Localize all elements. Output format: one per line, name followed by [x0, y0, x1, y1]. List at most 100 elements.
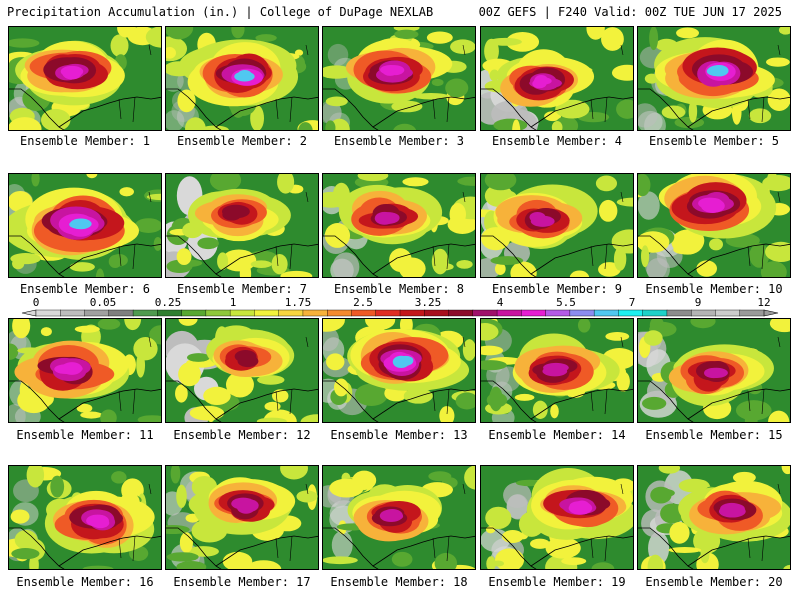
colorbar-tick-label: 1.75	[284, 296, 312, 309]
colorbar-right-arrow	[763, 309, 779, 317]
colorbar-swatch	[424, 309, 450, 317]
precipitation-field	[323, 27, 475, 130]
ensemble-member-map	[637, 318, 791, 423]
ensemble-member-map	[480, 465, 634, 570]
ensemble-member-map	[8, 26, 162, 131]
colorbar-swatch	[399, 309, 425, 317]
colorbar-tick-label: 0.25	[154, 296, 182, 309]
ensemble-member-label: Ensemble Member: 15	[645, 428, 783, 442]
ensemble-member-map	[480, 318, 634, 423]
precipitation-field	[9, 27, 161, 130]
ensemble-member-label: Ensemble Member: 12	[173, 428, 311, 442]
colorbar-swatch	[351, 309, 377, 317]
colorbar-swatch	[205, 309, 231, 317]
colorbar-tick-label: 2.5	[353, 296, 373, 309]
ensemble-member-map	[480, 173, 634, 278]
colorbar-swatch	[521, 309, 547, 317]
colorbar-swatch	[715, 309, 741, 317]
colorbar-swatch	[327, 309, 352, 317]
colorbar-swatch	[60, 309, 86, 317]
ensemble-member-label: Ensemble Member: 10	[645, 282, 783, 296]
colorbar-tick-label: 4	[496, 296, 504, 309]
precipitation-field	[481, 319, 633, 422]
ensemble-member-label: Ensemble Member: 4	[491, 134, 623, 148]
precipitation-field	[481, 466, 633, 569]
colorbar-tick-label: 1	[229, 296, 237, 309]
colorbar-swatch	[618, 309, 644, 317]
colorbar-swatch	[132, 309, 158, 317]
ensemble-member-label: Ensemble Member: 18	[330, 575, 468, 589]
precipitation-field	[9, 466, 161, 569]
colorbar-swatch	[229, 309, 255, 317]
ensemble-member-map	[165, 26, 319, 131]
colorbar-tick-label: 5.5	[556, 296, 576, 309]
colorbar-swatch	[157, 309, 183, 317]
colorbar-swatch	[739, 309, 765, 317]
ensemble-member-label: Ensemble Member: 13	[330, 428, 468, 442]
colorbar-swatch	[472, 309, 498, 317]
colorbar-swatch	[666, 309, 692, 317]
ensemble-member-label: Ensemble Member: 16	[16, 575, 154, 589]
ensemble-member-map	[165, 465, 319, 570]
precipitation-field	[9, 174, 161, 277]
ensemble-member-map	[480, 26, 634, 131]
ensemble-member-label: Ensemble Member: 11	[16, 428, 154, 442]
colorbar-swatch	[84, 309, 110, 317]
precipitation-field	[166, 174, 318, 277]
ensemble-member-label: Ensemble Member: 19	[488, 575, 626, 589]
ensemble-member-label: Ensemble Member: 20	[645, 575, 783, 589]
precipitation-field	[166, 27, 318, 130]
colorbar-swatch	[375, 309, 401, 317]
precipitation-colorbar	[21, 309, 779, 317]
ensemble-member-map	[322, 318, 476, 423]
ensemble-member-label: Ensemble Member: 6	[19, 282, 151, 296]
precipitation-field	[638, 466, 790, 569]
ensemble-member-label: Ensemble Member: 3	[333, 134, 465, 148]
ensemble-member-label: Ensemble Member: 8	[333, 282, 465, 296]
colorbar-swatch	[108, 309, 134, 317]
ensemble-member-map	[8, 465, 162, 570]
precipitation-field	[638, 27, 790, 130]
ensemble-member-label: Ensemble Member: 2	[176, 134, 308, 148]
ensemble-member-label: Ensemble Member: 7	[176, 282, 308, 296]
model-run-info: 00Z GEFS | F240 Valid: 00Z TUE JUN 17 20…	[478, 5, 782, 19]
ensemble-member-map	[322, 465, 476, 570]
ensemble-member-map	[322, 26, 476, 131]
colorbar-swatch	[593, 309, 619, 317]
ensemble-member-map	[637, 173, 791, 278]
ensemble-member-label: Ensemble Member: 9	[491, 282, 623, 296]
colorbar-tick-label: 0	[32, 296, 40, 309]
ensemble-member-label: Ensemble Member: 5	[648, 134, 780, 148]
colorbar-tick-label: 7	[628, 296, 636, 309]
colorbar-tick-label: 3.25	[414, 296, 442, 309]
precipitation-field	[323, 174, 475, 277]
ensemble-member-map	[637, 26, 791, 131]
precipitation-field	[323, 466, 475, 569]
ensemble-member-map	[8, 318, 162, 423]
precipitation-field	[166, 466, 318, 569]
colorbar-left-arrow	[21, 309, 37, 317]
ensemble-member-label: Ensemble Member: 14	[488, 428, 626, 442]
colorbar-swatch	[181, 309, 207, 317]
colorbar-swatch	[569, 309, 595, 317]
colorbar-swatch	[302, 309, 328, 317]
colorbar-swatch	[35, 309, 61, 317]
precipitation-field	[166, 319, 318, 422]
ensemble-member-label: Ensemble Member: 1	[19, 134, 151, 148]
ensemble-member-map	[637, 465, 791, 570]
colorbar-swatch	[254, 309, 280, 317]
map-title: Precipitation Accumulation (in.) | Colle…	[7, 5, 434, 19]
precipitation-field	[9, 319, 161, 422]
ensemble-member-map	[8, 173, 162, 278]
ensemble-member-map	[322, 173, 476, 278]
precipitation-field	[638, 174, 790, 277]
colorbar-swatch	[278, 309, 304, 317]
colorbar-swatch	[691, 309, 716, 317]
colorbar-tick-label: 9	[694, 296, 702, 309]
colorbar-swatch	[448, 309, 474, 317]
colorbar-tick-label: 12	[757, 296, 771, 309]
colorbar-swatch	[545, 309, 571, 317]
precipitation-field	[481, 27, 633, 130]
precipitation-field	[481, 174, 633, 277]
ensemble-member-label: Ensemble Member: 17	[173, 575, 311, 589]
